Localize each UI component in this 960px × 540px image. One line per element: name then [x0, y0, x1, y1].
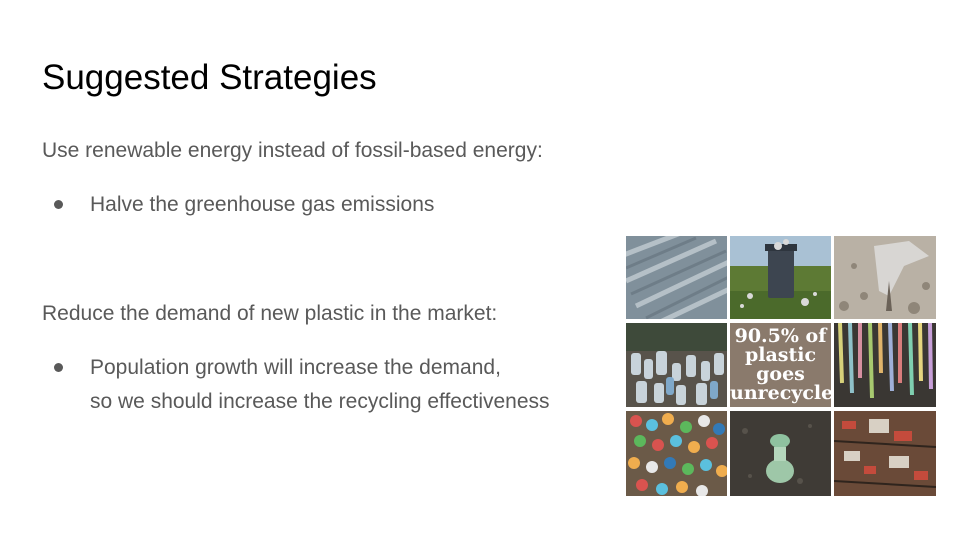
section-heading-renewable: Use renewable energy instead of fossil-b… [42, 139, 543, 162]
bullet-dot-icon [54, 200, 63, 209]
shoreline-debris-photo [834, 411, 936, 496]
bullet-item: Population growth will increase the dema… [54, 351, 550, 419]
trash-bin-field-photo [730, 236, 831, 319]
caption-line: plastic [744, 344, 817, 366]
bottle-caps-photo [626, 411, 727, 496]
caption-line: 90.5% of [734, 325, 827, 347]
bullet-text-line-2: so we should increase the recycling effe… [90, 390, 550, 413]
bullet-text: Halve the greenhouse gas emissions [90, 193, 435, 216]
bird-on-plastic-photo [834, 236, 936, 319]
bullet-dot-icon [54, 363, 63, 372]
bullet-text-line-1: Population growth will increase the dema… [90, 356, 501, 379]
slide-title: Suggested Strategies [42, 58, 377, 97]
bottle-on-ground-photo [730, 411, 831, 496]
plastic-bottles-photo [626, 236, 727, 319]
plastic-straws-photo [834, 323, 936, 407]
caption-line: goes [756, 363, 805, 385]
caption-line: unrecycled [730, 382, 831, 404]
section-heading-plastic: Reduce the demand of new plastic in the … [42, 302, 498, 325]
bullet-item: Halve the greenhouse gas emissions [54, 188, 434, 222]
plastic-pollution-collage: 90.5% of plastic goes unrecycled [626, 236, 936, 496]
statistic-caption-card: 90.5% of plastic goes unrecycled [730, 323, 831, 407]
bottle-pile-photo [626, 323, 727, 407]
